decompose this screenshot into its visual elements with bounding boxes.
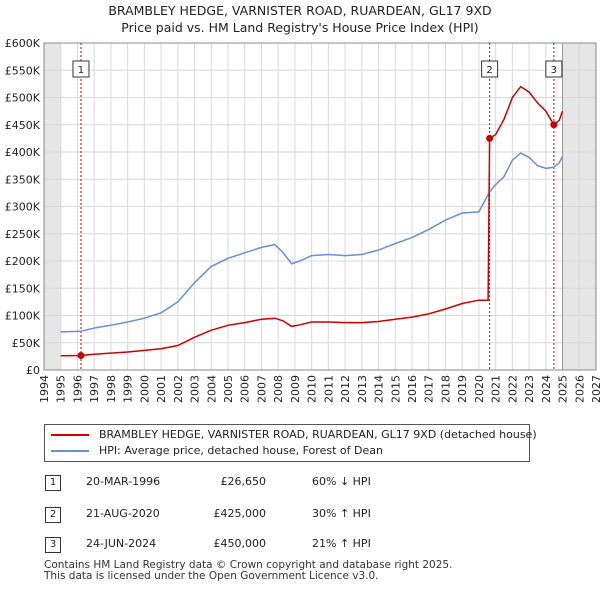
transaction-price: £26,650	[220, 475, 267, 488]
property-price-line	[60, 85, 564, 357]
x-tick-label: 2007	[255, 375, 268, 403]
sale-marker-box	[72, 60, 90, 78]
x-tick-label: 2011	[322, 375, 335, 403]
legend-label-hpi: HPI: Average price, detached house, Fore…	[99, 444, 383, 457]
x-tick-label: 2024	[540, 375, 553, 403]
x-tick-label: 2025	[557, 375, 570, 403]
x-tick-label: 2015	[389, 375, 402, 403]
sale-marker-label: 3	[551, 65, 557, 76]
transaction-row: 2 21-AUG-2020 £425,000 30% ↑ HPI	[0, 505, 600, 527]
x-tick-label: 2009	[289, 375, 302, 403]
x-tick-label: 2020	[473, 375, 486, 403]
x-tick-label: 2006	[239, 375, 252, 403]
x-tick-label: 1997	[88, 375, 101, 403]
transaction-date: 20-MAR-1996	[86, 475, 161, 488]
sale-marker-label: 1	[78, 65, 84, 76]
price-chart: £0 £50K £100K £150K £200K £250K £300K £350K £400…	[5, 37, 600, 403]
x-tick-label: 2019	[456, 375, 469, 403]
sale-point	[77, 351, 85, 359]
x-tick-label: 2013	[356, 375, 369, 403]
transaction-number: 3	[45, 537, 61, 553]
plot-frame	[43, 42, 597, 371]
legend-label-property: BRAMBLEY HEDGE, VARNISTER ROAD, RUARDEAN…	[99, 428, 537, 441]
x-tick-label: 2003	[189, 375, 202, 403]
transaction-date: 24-JUN-2024	[86, 537, 157, 550]
x-tick-label: 2016	[406, 375, 419, 403]
sale-point	[486, 134, 494, 142]
sale-marker-label: 2	[486, 65, 492, 76]
y-tick-label: £100K	[5, 310, 41, 323]
x-tick-label: 1995	[55, 375, 68, 403]
y-tick-label: £600K	[5, 37, 41, 50]
y-tick-label: £350K	[5, 173, 41, 186]
y-tick-label: £0	[26, 364, 40, 377]
x-tick-label: 2004	[205, 375, 218, 403]
y-tick-label: £150K	[5, 282, 41, 295]
transaction-price: £450,000	[213, 537, 267, 550]
transaction-hpi: 60% ↓ HPI	[312, 475, 371, 488]
transaction-hpi: 21% ↑ HPI	[312, 537, 371, 550]
y-tick-label: £250K	[5, 228, 41, 241]
transaction-row: 3 24-JUN-2024 £450,000 21% ↑ HPI	[0, 535, 600, 557]
y-tick-label: £200K	[5, 255, 41, 268]
x-tick-label: 2023	[523, 375, 536, 403]
sale-marker-box	[481, 60, 499, 78]
x-tick-label: 2017	[423, 375, 436, 403]
title-line-1: BRAMBLEY HEDGE, VARNISTER ROAD, RUARDEAN…	[108, 3, 492, 18]
y-tick-label: £50K	[12, 337, 41, 350]
footer-copyright: Contains HM Land Registry data © Crown c…	[44, 559, 453, 571]
x-tick-label: 2018	[439, 375, 452, 403]
x-tick-label: 2022	[506, 375, 519, 403]
hpi-line	[60, 152, 564, 333]
x-tick-label: 1999	[122, 375, 135, 403]
x-tick-label: 2010	[306, 375, 319, 403]
transaction-number: 2	[45, 507, 61, 523]
x-tick-label: 2026	[573, 375, 586, 403]
sale-marker-box	[545, 60, 563, 78]
footer-licence: This data is licensed under the Open Gov…	[44, 570, 379, 582]
y-tick-label: £450K	[5, 119, 41, 132]
transaction-number: 1	[45, 475, 61, 491]
chart-title: BRAMBLEY HEDGE, VARNISTER ROAD, RUARDEAN…	[0, 2, 600, 36]
transaction-hpi: 30% ↑ HPI	[312, 507, 371, 520]
x-tick-label: 2014	[373, 375, 386, 403]
x-tick-label: 1998	[105, 375, 118, 403]
y-tick-label: £550K	[5, 64, 41, 77]
x-tick-label: 2001	[155, 375, 168, 403]
title-line-2: Price paid vs. HM Land Registry's House …	[121, 20, 479, 35]
transaction-date: 21-AUG-2020	[86, 507, 160, 520]
x-tick-label: 2000	[138, 375, 151, 403]
legend-swatch-property	[51, 434, 89, 436]
x-tick-label: 2008	[272, 375, 285, 403]
x-tick-label: 2005	[222, 375, 235, 403]
footer: Contains HM Land Registry data © Crown c…	[44, 560, 452, 582]
x-tick-label: 2021	[490, 375, 503, 403]
y-tick-label: £400K	[5, 146, 41, 159]
x-tick-label: 1996	[71, 375, 84, 403]
transaction-price: £425,000	[213, 507, 267, 520]
x-tick-label: 2027	[590, 375, 600, 403]
x-tick-label: 2012	[339, 375, 352, 403]
y-tick-label: £300K	[5, 201, 41, 214]
legend: BRAMBLEY HEDGE, VARNISTER ROAD, RUARDEAN…	[44, 424, 537, 462]
x-tick-label: 2002	[172, 375, 185, 403]
transaction-row: 1 20-MAR-1996 £26,650 60% ↓ HPI	[0, 473, 600, 495]
sale-point	[550, 121, 558, 129]
y-tick-label: £500K	[5, 92, 41, 105]
x-tick-label: 1994	[38, 375, 51, 403]
legend-swatch-hpi	[51, 450, 89, 452]
